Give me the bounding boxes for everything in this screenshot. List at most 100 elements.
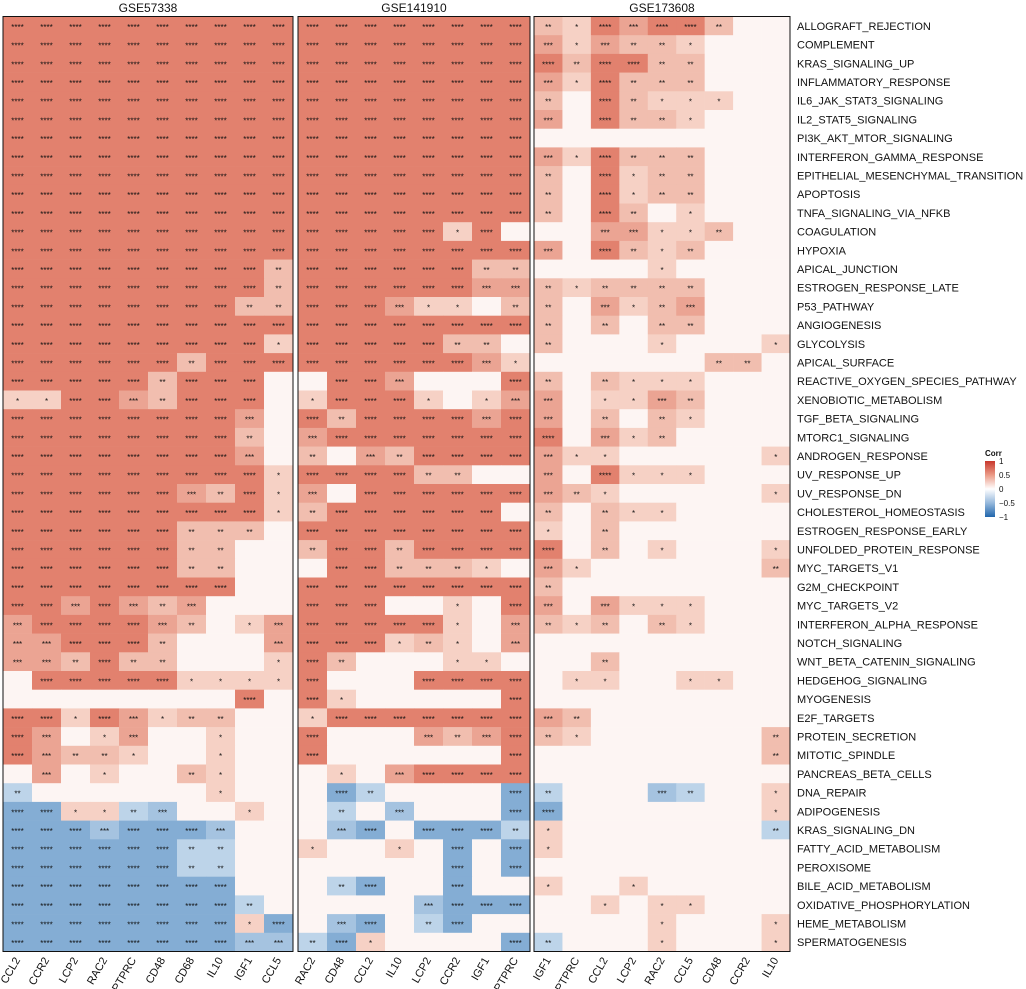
heatmap-cell: [264, 614, 294, 634]
significance-stars: *: [660, 920, 663, 929]
heatmap-cell: [704, 259, 734, 279]
heatmap-cell: [298, 278, 328, 298]
significance-stars: **: [545, 621, 551, 630]
heatmap-cell: [298, 858, 328, 877]
heatmap-cell: [534, 53, 563, 73]
heatmap-cell: [385, 147, 415, 167]
significance-stars: ****: [69, 827, 81, 836]
heatmap-cell: [177, 371, 207, 391]
heatmap-cell: [3, 409, 33, 429]
heatmap-cell: [619, 91, 649, 111]
heatmap-cell: [206, 558, 236, 578]
heatmap-cell: [327, 858, 357, 877]
significance-stars: ****: [393, 509, 405, 518]
heatmap-cell: [327, 895, 357, 915]
significance-stars: **: [773, 733, 779, 742]
heatmap-cell: [761, 427, 791, 447]
gene-label: RAC2: [643, 956, 668, 987]
significance-stars: ****: [127, 60, 139, 69]
heatmap-cell: [443, 184, 473, 204]
heatmap-cell: [443, 633, 473, 653]
heatmap-cell: [90, 53, 120, 73]
pathway-label: IL2_STAT5_SIGNALING: [797, 114, 917, 126]
significance-stars: ****: [11, 210, 23, 219]
heatmap-cell: [298, 614, 328, 634]
heatmap-cell: [619, 521, 649, 541]
significance-stars: ****: [306, 472, 318, 481]
heatmap-cell: [32, 708, 62, 728]
heatmap-cell: [32, 671, 62, 690]
heatmap-cell: [3, 446, 33, 466]
significance-stars: ****: [98, 191, 110, 200]
significance-stars: ****: [243, 191, 255, 200]
significance-stars: ****: [451, 60, 463, 69]
significance-stars: ****: [11, 434, 23, 443]
significance-stars: ****: [40, 60, 52, 69]
significance-stars: ****: [40, 453, 52, 462]
heatmap-cell: [148, 895, 178, 915]
significance-stars: ****: [509, 902, 521, 911]
significance-stars: *: [689, 603, 692, 612]
heatmap-cell: [619, 334, 649, 354]
significance-stars: **: [602, 546, 608, 555]
significance-stars: *: [660, 546, 663, 555]
heatmap-cell: [733, 371, 762, 391]
significance-stars: ****: [422, 341, 434, 350]
heatmap-cell: [148, 558, 178, 578]
heatmap-cell: [206, 876, 236, 896]
heatmap-cell: [414, 240, 444, 260]
significance-stars: ****: [156, 546, 168, 555]
heatmap-cell: [90, 203, 120, 223]
significance-stars: ****: [11, 266, 23, 275]
heatmap-cell: [501, 259, 531, 279]
heatmap-cell: [704, 72, 734, 92]
heatmap-cell: [327, 820, 357, 840]
significance-stars: *: [340, 771, 343, 780]
heatmap-cell: [327, 53, 357, 73]
heatmap-cell: [327, 932, 357, 952]
heatmap-cell: [119, 708, 149, 728]
heatmap-cell: [235, 596, 265, 616]
heatmap-cell: [148, 689, 178, 709]
significance-stars: ****: [364, 434, 376, 443]
heatmap-cell: [647, 764, 677, 784]
heatmap-cell: [534, 689, 563, 709]
heatmap-cell: [264, 35, 294, 55]
significance-stars: ****: [335, 509, 347, 518]
significance-stars: *: [103, 771, 106, 780]
significance-stars: *: [311, 846, 314, 855]
heatmap-cell: [327, 371, 357, 391]
heatmap-cell: [385, 184, 415, 204]
heatmap-cell: [298, 110, 328, 129]
heatmap-cell: [501, 764, 531, 784]
significance-stars: ****: [185, 247, 197, 256]
significance-stars: **: [72, 659, 78, 668]
heatmap-cell: [90, 764, 120, 784]
pathway-label: P53_PATHWAY: [797, 301, 875, 313]
significance-stars: ****: [98, 60, 110, 69]
heatmap-cell: [472, 465, 502, 485]
heatmap-cell: [443, 764, 473, 784]
pathway-label: SPERMATOGENESIS: [797, 937, 907, 949]
significance-stars: ****: [40, 266, 52, 275]
heatmap-cell: [619, 914, 649, 934]
significance-stars: ****: [509, 322, 521, 331]
significance-stars: **: [309, 546, 315, 555]
heatmap-cell: [148, 409, 178, 429]
significance-stars: **: [512, 827, 518, 836]
heatmap-cell: [206, 91, 236, 111]
heatmap-cell: [761, 540, 791, 560]
significance-stars: ****: [127, 434, 139, 443]
significance-stars: ****: [364, 79, 376, 88]
significance-stars: ****: [214, 229, 226, 238]
heatmap-cell: [235, 35, 265, 55]
heatmap-cell: [327, 334, 357, 354]
significance-stars: ****: [69, 322, 81, 331]
heatmap-cell: [3, 353, 33, 373]
heatmap-cell: [647, 577, 677, 597]
significance-stars: ****: [127, 247, 139, 256]
heatmap-cell: [264, 240, 294, 260]
significance-stars: *: [689, 42, 692, 51]
gene-label: PTPRC: [492, 955, 521, 989]
heatmap-cell: [206, 671, 236, 690]
